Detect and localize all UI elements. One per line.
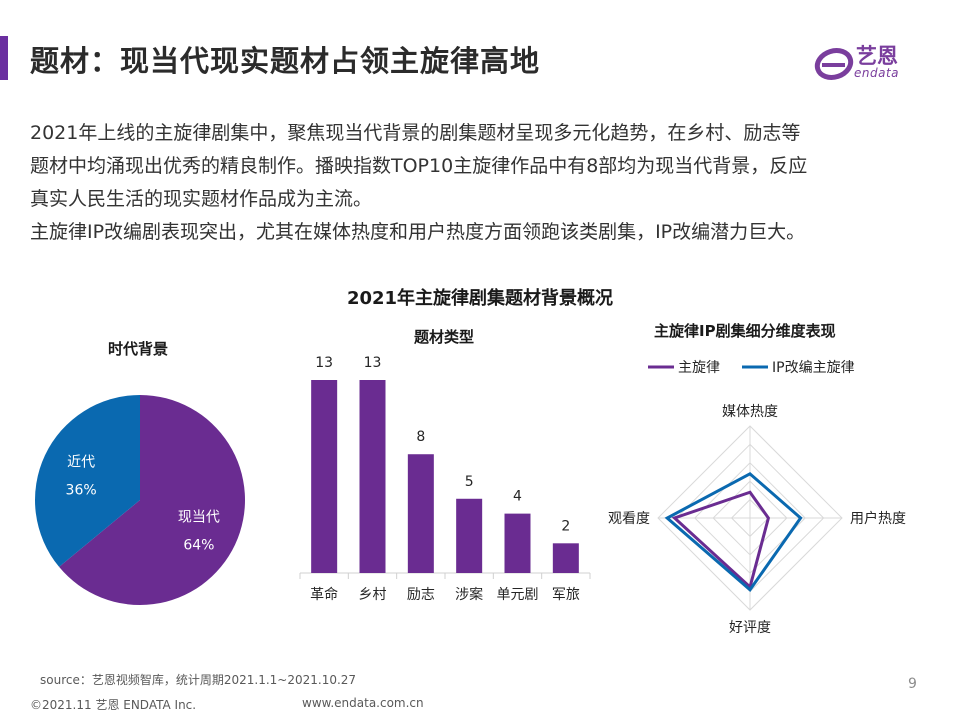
title-accent-bar [0, 36, 8, 80]
pie-slice-value: 64% [183, 538, 214, 554]
logo-text-cn: 艺恩 [856, 44, 898, 68]
pie-chart: 现当代 64% 近代 36% [35, 395, 245, 605]
radar-axis-label: 媒体热度 [722, 404, 778, 420]
bar-category-label: 军旅 [552, 587, 580, 603]
intro-line: 题材中均涌现出优秀的精良制作。播映指数TOP10主旋律作品中有8部均为现当代背景… [30, 155, 808, 177]
bar-category-label: 革命 [310, 586, 338, 603]
pie-chart-title: 时代背景 [108, 340, 169, 358]
radar-axis-label: 用户热度 [850, 510, 906, 527]
bar-value-label: 5 [465, 474, 474, 490]
bar [504, 513, 531, 573]
bar-chart: 13 革命 13 乡村 8 励志 5 涉案 4 单元剧 2 军旅 [299, 355, 591, 603]
radar-chart-title: 主旋律IP剧集细分维度表现 [654, 322, 836, 340]
intro-line: 主旋律IP改编剧表现突出，尤其在媒体热度和用户热度方面领跑该类剧集，IP改编潜力… [30, 221, 806, 243]
bar-category-label: 励志 [407, 587, 435, 603]
main-chart-title: 2021年主旋律剧集题材背景概况 [346, 288, 614, 309]
bar-chart-title: 题材类型 [414, 328, 475, 346]
bar [552, 543, 579, 573]
radar-axis-label: 观看度 [608, 511, 650, 527]
bar-category-label: 单元剧 [497, 587, 539, 603]
bar [359, 380, 386, 573]
radar-axis-label: 好评度 [729, 620, 771, 636]
copyright: ©2021.11 艺恩 ENDATA Inc. [30, 698, 197, 712]
page-number: 9 [908, 676, 917, 692]
pie-slice-label: 近代 [67, 454, 95, 470]
page-title: 题材：现当代现实题材占领主旋律高地 [30, 44, 541, 78]
endata-logo-icon [814, 48, 854, 80]
intro-paragraph: 2021年上线的主旋律剧集中，聚焦现当代背景的剧集题材呈现多元化趋势，在乡村、励… [30, 117, 935, 249]
bar [311, 380, 338, 573]
pie-slice [35, 395, 141, 567]
bar-category-label: 涉案 [455, 586, 483, 603]
radar-series-line [671, 490, 771, 590]
source-note: source：艺恩视频智库，统计周期2021.1.1~2021.10.27 [40, 673, 357, 687]
bar-value-label: 13 [315, 355, 333, 371]
logo-text-en: endata [854, 66, 900, 80]
radar-series-line [664, 472, 803, 592]
bar-value-label: 4 [513, 489, 522, 505]
endata-logo: 艺恩 endata [814, 38, 926, 86]
bar [407, 454, 434, 573]
bar-value-label: 2 [561, 518, 570, 534]
bar [456, 498, 483, 573]
pie-slice-value: 36% [66, 482, 97, 498]
pie-slice [59, 395, 245, 605]
bar-category-label: 乡村 [359, 587, 387, 603]
pie-slice-label: 现当代 [178, 510, 220, 526]
bar-value-label: 13 [364, 355, 382, 371]
legend-label: 主旋律 [678, 360, 720, 376]
intro-line: 真实人民生活的现实题材作品成为主流。 [30, 188, 373, 210]
website: www.endata.com.cn [302, 696, 424, 710]
bar-value-label: 8 [416, 429, 425, 445]
legend-label: IP改编主旋律 [772, 360, 855, 376]
intro-line: 2021年上线的主旋律剧集中，聚焦现当代背景的剧集题材呈现多元化趋势，在乡村、励… [30, 122, 801, 144]
